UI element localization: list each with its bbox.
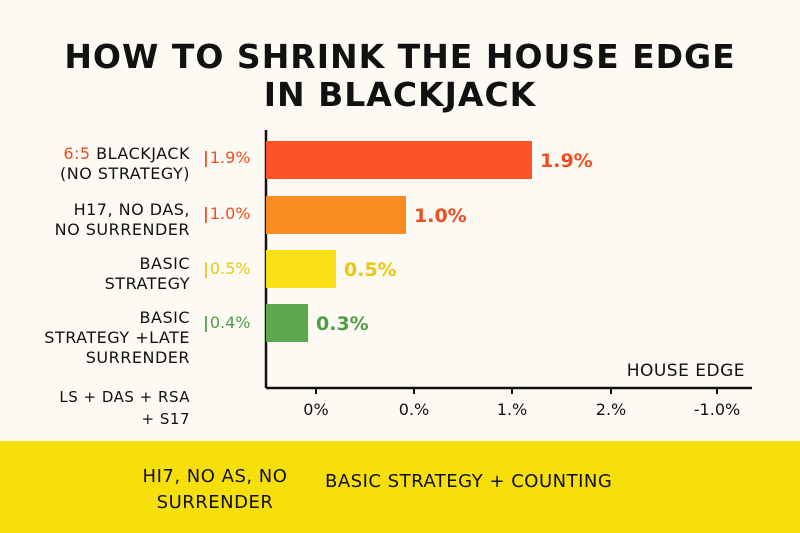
x-tick-label: 1.%	[497, 400, 527, 419]
bar-chart: 1.9% 1.0% 0.5% 0.3% 0% 0.% 1.% 2.% -1.0% HOUSE ED…	[264, 130, 752, 419]
category-label: 6:5 BLACKJACK (NO STRATEGY)	[60, 144, 190, 184]
category-label-line1: H17, NO DAS,	[73, 200, 190, 219]
category-label-line1: BASIC	[139, 254, 190, 273]
footer-band	[0, 441, 800, 533]
bar-value-label: 0.5%	[344, 259, 397, 281]
category-label-line2: NO SURRENDER	[54, 220, 190, 239]
extra-category-line2: + S17	[141, 410, 190, 428]
bar-value-label: 1.0%	[414, 205, 467, 227]
category-label-line1: BLACKJACK	[90, 144, 190, 163]
bar-value-label: 1.9%	[540, 150, 593, 172]
footer-left-text: HI7, NO AS, NO SURRENDER	[100, 464, 330, 516]
bar	[266, 141, 532, 179]
category-label-line2: (NO STRATEGY)	[60, 164, 190, 183]
bar	[266, 250, 336, 288]
category-label-line2: STRATEGY +LATE	[44, 328, 190, 347]
extra-category-label: LS + DAS + RSA + S17	[59, 386, 190, 430]
x-tick-label: 2.%	[596, 400, 626, 419]
category-label-accent: 6:5	[63, 144, 91, 163]
extra-category-line1: LS + DAS + RSA	[59, 388, 190, 406]
category-label: BASIC STRATEGY +LATE SURRENDER	[44, 308, 190, 368]
left-value-label: |0.4%	[203, 313, 251, 332]
category-label-line2: STRATEGY	[104, 274, 190, 293]
chart-title-line-2: IN BLACKJACK	[263, 75, 537, 114]
x-tick-label: 0.%	[399, 400, 429, 419]
category-label: H17, NO DAS, NO SURRENDER	[55, 200, 190, 240]
category-label-line3: SURRENDER	[85, 348, 190, 367]
left-value-label: |1.9%	[203, 148, 251, 167]
footer-right-text: BASIC STRATEGY + COUNTING	[325, 471, 613, 492]
bar-value-label: 0.3%	[316, 313, 369, 335]
category-label: BASIC STRATEGY	[105, 254, 190, 294]
category-label-line1: BASIC	[139, 308, 190, 327]
x-tick-label: -1.0%	[694, 400, 740, 419]
footer-left-line1: HI7, NO AS, NO	[142, 466, 288, 487]
bar	[266, 304, 308, 342]
chart-title-line-1: HOW TO SHRINK THE HOUSE EDGE	[64, 37, 736, 76]
left-value-label: |0.5%	[203, 259, 251, 278]
left-value-label: |1.0%	[203, 204, 251, 223]
bar	[266, 196, 406, 234]
footer-left-line2: SURRENDER	[156, 492, 274, 513]
x-tick-label: 0%	[303, 400, 328, 419]
x-axis-title: HOUSE EDGE	[627, 361, 745, 381]
